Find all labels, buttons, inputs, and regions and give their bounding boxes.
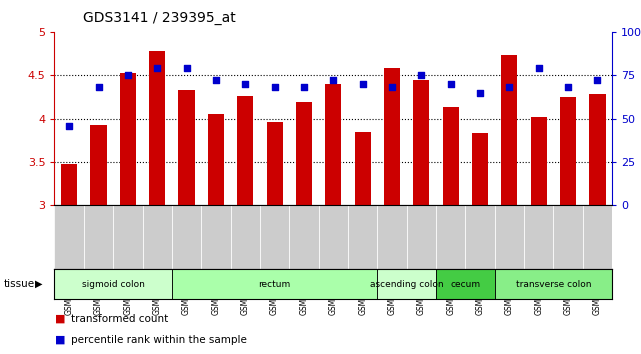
Bar (149, 51, 165, 205)
Point (416, 73, 426, 78)
Point (563, 85, 573, 90)
Bar (590, 94, 606, 205)
Text: transverse colon: transverse colon (516, 280, 591, 289)
Point (475, 90, 485, 96)
Bar (501, 55, 517, 205)
Point (387, 85, 397, 90)
Point (64, 123, 74, 129)
Text: tissue: tissue (3, 279, 35, 289)
Point (592, 78, 603, 83)
Text: transformed count: transformed count (71, 314, 168, 324)
Bar (90, 125, 106, 205)
Point (211, 78, 221, 83)
Bar (384, 68, 400, 205)
Bar (560, 97, 576, 205)
Point (269, 85, 279, 90)
Bar (325, 84, 342, 205)
Point (181, 65, 192, 71)
Text: ascending colon: ascending colon (370, 280, 444, 289)
Point (328, 78, 338, 83)
Point (504, 85, 515, 90)
Text: ■: ■ (54, 335, 65, 345)
Bar (61, 164, 77, 205)
Bar (178, 90, 195, 205)
Bar (436, 269, 495, 299)
Point (358, 81, 368, 87)
Text: GDS3141 / 239395_at: GDS3141 / 239395_at (83, 11, 236, 25)
Bar (267, 122, 283, 205)
Bar (413, 80, 429, 205)
Bar (120, 73, 136, 205)
Text: percentile rank within the sample: percentile rank within the sample (71, 335, 246, 345)
Text: sigmoid colon: sigmoid colon (82, 280, 145, 289)
Point (152, 65, 162, 71)
Bar (54, 269, 172, 299)
Text: ▶: ▶ (35, 279, 43, 289)
Bar (296, 102, 312, 205)
Point (299, 85, 309, 90)
Bar (172, 269, 378, 299)
Bar (495, 269, 612, 299)
Bar (237, 96, 253, 205)
Point (445, 81, 456, 87)
Bar (531, 117, 547, 205)
Text: ■: ■ (54, 314, 65, 324)
Text: cecum: cecum (451, 280, 481, 289)
Bar (208, 114, 224, 205)
Text: rectum: rectum (258, 280, 291, 289)
Point (534, 65, 544, 71)
Point (240, 81, 251, 87)
Bar (378, 269, 436, 299)
Bar (443, 107, 459, 205)
Point (122, 73, 133, 78)
Bar (472, 133, 488, 205)
Point (94, 85, 104, 90)
Bar (354, 132, 370, 205)
